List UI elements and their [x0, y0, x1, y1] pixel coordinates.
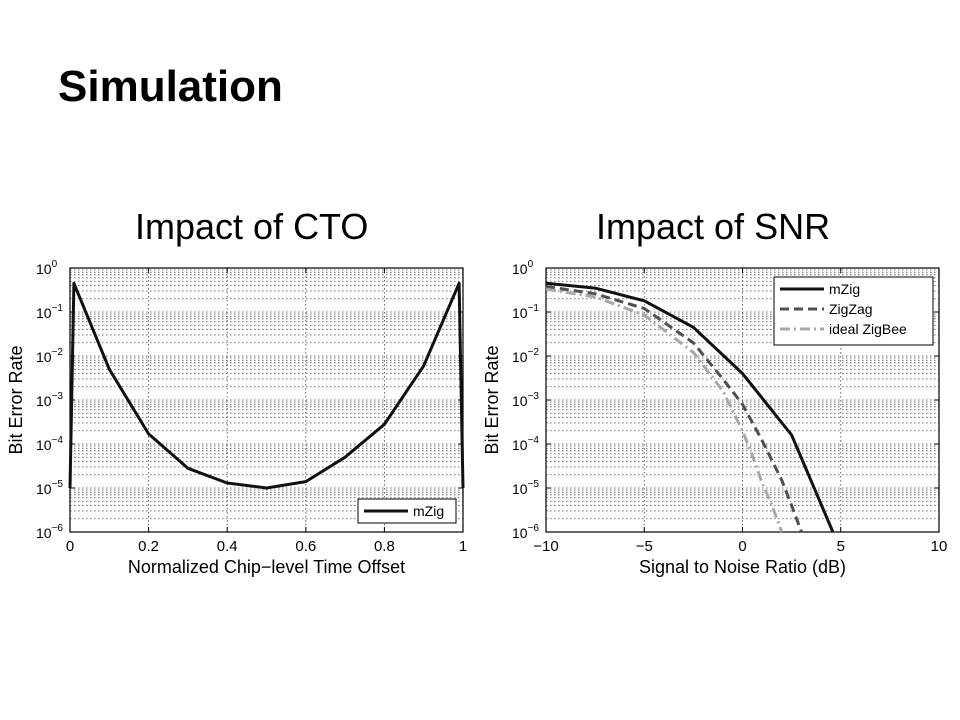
x-axis-label: Signal to Noise Ratio (dB): [639, 557, 846, 577]
x-tick-label: 0.2: [138, 538, 159, 555]
y-axis-label: Bit Error Rate: [6, 345, 26, 454]
y-tick-label: 10−4: [36, 435, 63, 453]
x-tick-label: 10: [931, 538, 948, 555]
x-tick-label: 0.8: [374, 538, 395, 555]
y-tick-label: 10−2: [512, 347, 539, 365]
y-tick-label: 10−1: [512, 303, 539, 321]
x-tick-label: 0.6: [295, 538, 316, 555]
y-tick-label: 10−6: [36, 523, 63, 541]
y-tick-label: 10−5: [512, 479, 539, 497]
legend-label: ZigZag: [829, 301, 873, 317]
cto-chart-title: Impact of CTO: [135, 206, 369, 247]
y-axis-label: Bit Error Rate: [482, 345, 502, 454]
y-tick-label: 10−3: [512, 391, 539, 409]
x-tick-label: 5: [837, 538, 845, 555]
legend-label: mZig: [829, 281, 860, 297]
legend-label: mZig: [413, 503, 444, 519]
legend: mZig ZigZag ideal ZigBee: [773, 276, 934, 346]
x-tick-label: −5: [636, 538, 653, 555]
y-tick-label: 100: [512, 259, 534, 277]
y-tick-label: 10−1: [36, 303, 63, 321]
series-line: [545, 281, 835, 533]
legend-label: ideal ZigBee: [829, 321, 907, 337]
y-tick-label: 10−6: [512, 523, 539, 541]
y-tick-label: 10−2: [36, 347, 63, 365]
legend: mZig: [357, 498, 457, 524]
snr-chart-title: Impact of SNR: [596, 206, 831, 247]
series-line: [545, 285, 803, 533]
x-tick-label: 0.4: [217, 538, 238, 555]
y-tick-label: 10−5: [36, 479, 63, 497]
x-tick-label: 0: [66, 538, 74, 555]
series-line: [545, 287, 784, 533]
y-tick-label: 100: [36, 259, 58, 277]
x-tick-label: −10: [533, 538, 558, 555]
series-line: [68, 281, 465, 490]
cto-chart: 0 0.2 0.4 0.6 0.8 1 10−6 10−5 10−4 10−3 10−2 10−1 10…: [6, 259, 467, 577]
slide-title: Simulation: [58, 62, 283, 111]
grid: [70, 268, 463, 532]
x-axis-label: Normalized Chip−level Time Offset: [128, 557, 405, 577]
y-tick-label: 10−3: [36, 391, 63, 409]
x-tick-label: 1: [459, 538, 467, 555]
x-tick-label: 0: [738, 538, 746, 555]
snr-chart: −10 −5 0 5 10 10−6 10−5 10−4 10−3 10−2 10−1 100 Sign…: [482, 259, 947, 577]
y-tick-label: 10−4: [512, 435, 539, 453]
